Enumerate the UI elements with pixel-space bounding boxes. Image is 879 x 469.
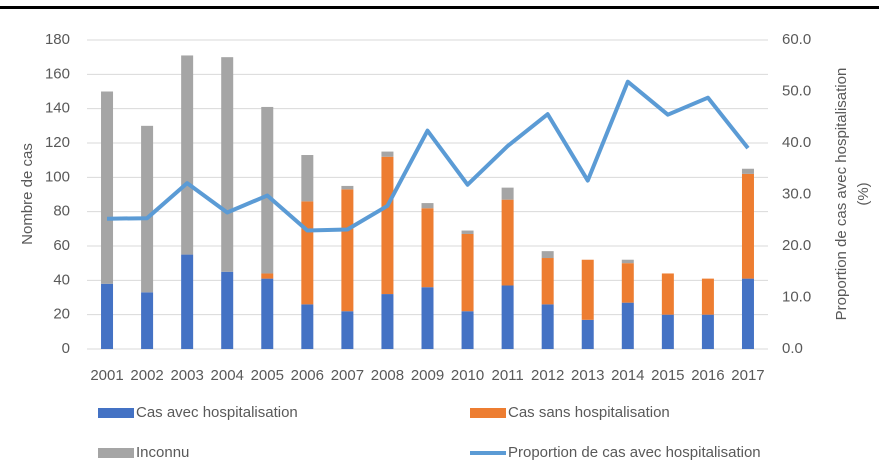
bar [621,259,634,264]
y2-tick-label: 40.0 [782,134,811,151]
bar [541,304,554,349]
bar [541,258,554,305]
y-tick-label: 60 [53,237,70,254]
bar [341,185,354,190]
bar [381,294,394,349]
bar [741,173,754,279]
bar [421,208,434,288]
legend-label: Inconnu [136,444,189,461]
y-tick-label: 40 [53,271,70,288]
bar [621,263,634,303]
x-tick-label: 2006 [291,367,324,384]
y2-tick-label: 60.0 [782,31,811,48]
x-tick-label: 2005 [251,367,284,384]
y-tick-label: 180 [45,31,70,48]
bar [181,254,194,349]
bar [181,55,194,255]
bar [501,285,514,349]
bar [341,189,354,312]
x-tick-label: 2008 [371,367,404,384]
y-tick-label: 160 [45,65,70,82]
bar [621,302,634,349]
y2-tick-label: 50.0 [782,82,811,99]
y2-tick-label: 10.0 [782,288,811,305]
bar [141,125,154,293]
y2-tick-label: 0.0 [782,340,803,357]
y-tick-label: 140 [45,100,70,117]
bar [301,304,314,349]
bar [421,203,434,209]
legend-label: Cas avec hospitalisation [136,404,298,421]
bar [701,314,714,349]
bar [381,156,394,295]
bar [341,311,354,349]
y2-axis-label: Proportion de cas avec hospitalisation [833,68,850,321]
bar [741,278,754,349]
bar [581,259,594,320]
y-tick-label: 120 [45,134,70,151]
bar [301,201,314,305]
x-tick-label: 2016 [691,367,724,384]
bar [741,168,754,174]
x-tick-label: 2017 [731,367,764,384]
bar [581,319,594,349]
bar [141,292,154,349]
bar [461,233,474,312]
y-tick-label: 80 [53,203,70,220]
bar [461,311,474,349]
bar [661,273,674,315]
y2-axis-label: (%) [855,182,872,205]
x-tick-label: 2015 [651,367,684,384]
bar [501,187,514,200]
bar [661,314,674,349]
x-tick-label: 2010 [451,367,484,384]
top-border [0,6,879,9]
bar [101,283,114,349]
x-tick-label: 2013 [571,367,604,384]
legend-swatch [98,408,134,418]
bar [501,199,514,286]
bar [101,91,114,284]
legend-label: Proportion de cas avec hospitalisation [508,444,761,461]
x-tick-label: 2007 [331,367,364,384]
bar [261,106,274,274]
x-tick-label: 2002 [130,367,163,384]
bar [381,151,394,157]
bar [301,155,314,202]
legend-swatch [470,408,506,418]
bar [261,273,274,279]
bar [461,230,474,234]
bar [701,278,714,315]
line-series [107,79,750,233]
legend-swatch [98,448,134,458]
y2-tick-label: 20.0 [782,237,811,254]
bar [541,251,554,259]
bar [221,271,234,349]
x-tick-label: 2012 [531,367,564,384]
y2-tick-label: 30.0 [782,185,811,202]
bar [261,278,274,349]
x-tick-label: 2003 [170,367,203,384]
legend-label: Cas sans hospitalisation [508,404,670,421]
x-tick-label: 2011 [491,367,523,384]
y-axis-label: Nombre de cas [19,143,36,245]
y-tick-label: 100 [45,168,70,185]
x-tick-label: 2004 [211,367,244,384]
bar [421,287,434,349]
y-tick-label: 20 [53,306,70,323]
bar [221,57,234,272]
x-tick-label: 2009 [411,367,444,384]
x-tick-label: 2001 [90,367,123,384]
x-tick-label: 2014 [611,367,644,384]
y-tick-label: 0 [62,340,70,357]
